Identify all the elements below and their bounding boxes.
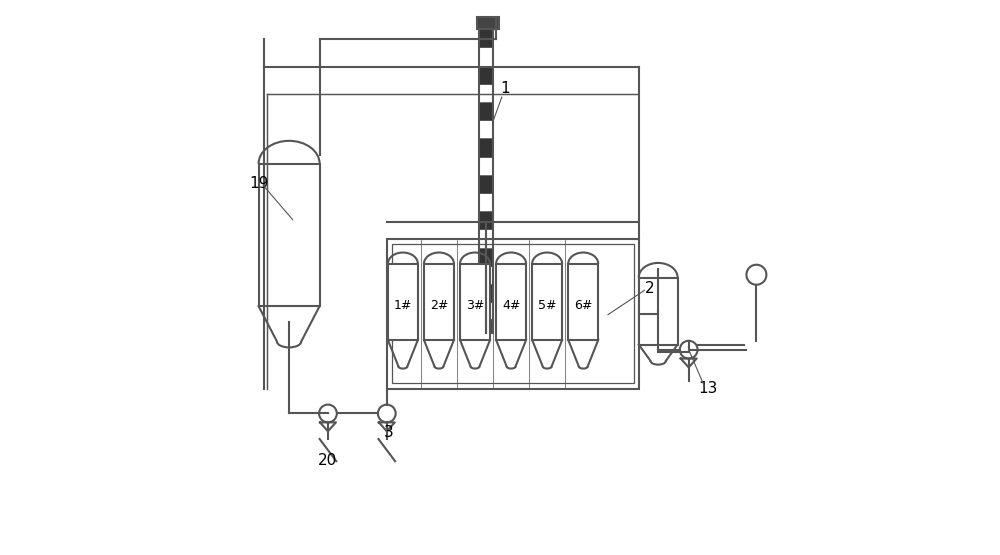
Text: 3: 3	[384, 425, 394, 441]
Bar	[496, 264, 526, 340]
Bar	[479, 175, 493, 193]
Bar	[532, 264, 562, 340]
Bar	[479, 102, 493, 120]
Bar	[479, 157, 493, 175]
Text: 3#: 3#	[466, 299, 484, 312]
Text: 19: 19	[249, 175, 268, 191]
Text: 20: 20	[318, 453, 338, 468]
Bar	[479, 120, 493, 138]
Bar	[479, 248, 493, 266]
Bar	[392, 244, 634, 383]
Text: 2#: 2#	[430, 299, 448, 312]
Circle shape	[319, 405, 337, 422]
Bar	[479, 29, 493, 48]
Text: 1: 1	[501, 81, 510, 97]
Bar	[479, 193, 493, 211]
Bar	[259, 164, 320, 306]
Bar	[479, 211, 493, 229]
Bar	[387, 239, 639, 388]
Bar	[424, 264, 454, 340]
Text: 4#: 4#	[502, 299, 520, 312]
Bar	[479, 138, 493, 157]
Bar	[479, 84, 493, 102]
Bar	[479, 302, 493, 320]
Bar	[479, 65, 493, 84]
Bar	[479, 266, 493, 284]
Text: 1#: 1#	[394, 299, 412, 312]
Bar	[479, 229, 493, 248]
Bar	[479, 48, 493, 65]
Circle shape	[680, 341, 698, 359]
Bar	[460, 264, 490, 340]
Text: 2: 2	[645, 281, 655, 296]
Text: 13: 13	[698, 381, 718, 396]
Circle shape	[378, 405, 396, 422]
Text: 5#: 5#	[538, 299, 556, 312]
Bar	[477, 17, 499, 29]
Bar	[479, 29, 493, 320]
Bar	[568, 264, 598, 340]
Bar	[479, 320, 493, 333]
Bar	[639, 278, 678, 345]
Bar	[479, 284, 493, 302]
Bar	[388, 264, 418, 340]
Text: 6#: 6#	[574, 299, 592, 312]
